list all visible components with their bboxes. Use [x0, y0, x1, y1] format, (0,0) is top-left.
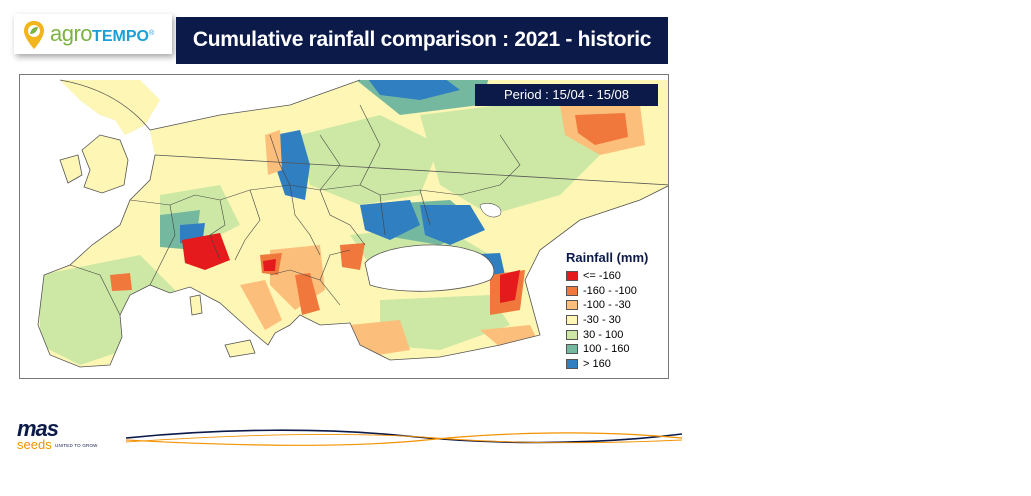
- agrotempo-logo: agroTEMPO®: [14, 14, 172, 54]
- map-legend: Rainfall (mm) <= -160 -160 - -100 -100 -…: [566, 250, 666, 371]
- legend-swatch: [566, 300, 578, 311]
- legend-label: <= -160: [583, 270, 621, 283]
- legend-item: -100 - -30: [566, 298, 666, 313]
- logo-tagline: UNITED TO GROW: [55, 443, 98, 448]
- legend-label: 30 - 100: [583, 328, 624, 341]
- title-banner: Cumulative rainfall comparison : 2021 - …: [176, 17, 668, 64]
- rainfall-map: [19, 74, 669, 379]
- legend-label: 100 - 160: [583, 343, 630, 356]
- legend-swatch: [566, 315, 578, 326]
- legend-swatch: [566, 271, 578, 282]
- legend-swatch: [566, 358, 578, 369]
- legend-item: 30 - 100: [566, 327, 666, 342]
- decorative-waves: [126, 429, 682, 446]
- location-pin-icon: [24, 21, 44, 49]
- period-label: Period : 15/04 - 15/08: [475, 84, 658, 106]
- legend-item: 100 - 160: [566, 342, 666, 357]
- mas-logo-text: mas: [17, 416, 59, 441]
- legend-item: > 160: [566, 357, 666, 372]
- legend-title: Rainfall (mm): [566, 250, 649, 265]
- logo-registered-mark: ®: [148, 30, 154, 37]
- legend-swatch: [566, 285, 578, 296]
- mas-seeds-logo: mas seeds UNITED TO GROW: [17, 416, 127, 452]
- legend-label: -100 - -30: [583, 299, 631, 312]
- legend-label: -160 - -100: [583, 284, 637, 297]
- europe-rainfall-map-graphic: [37, 79, 668, 368]
- seeds-logo-text: seeds: [17, 437, 52, 452]
- logo-agro-text: agro: [50, 21, 93, 46]
- legend-item: -30 - 30: [566, 313, 666, 328]
- legend-item: <= -160: [566, 269, 666, 284]
- legend-swatch: [566, 329, 578, 340]
- legend-swatch: [566, 344, 578, 355]
- legend-label: -30 - 30: [583, 314, 621, 327]
- legend-item: -160 - -100: [566, 284, 666, 299]
- logo-tempo-text: TEMPO: [92, 28, 149, 45]
- legend-label: > 160: [583, 357, 611, 370]
- page-title: Cumulative rainfall comparison : 2021 - …: [192, 28, 652, 51]
